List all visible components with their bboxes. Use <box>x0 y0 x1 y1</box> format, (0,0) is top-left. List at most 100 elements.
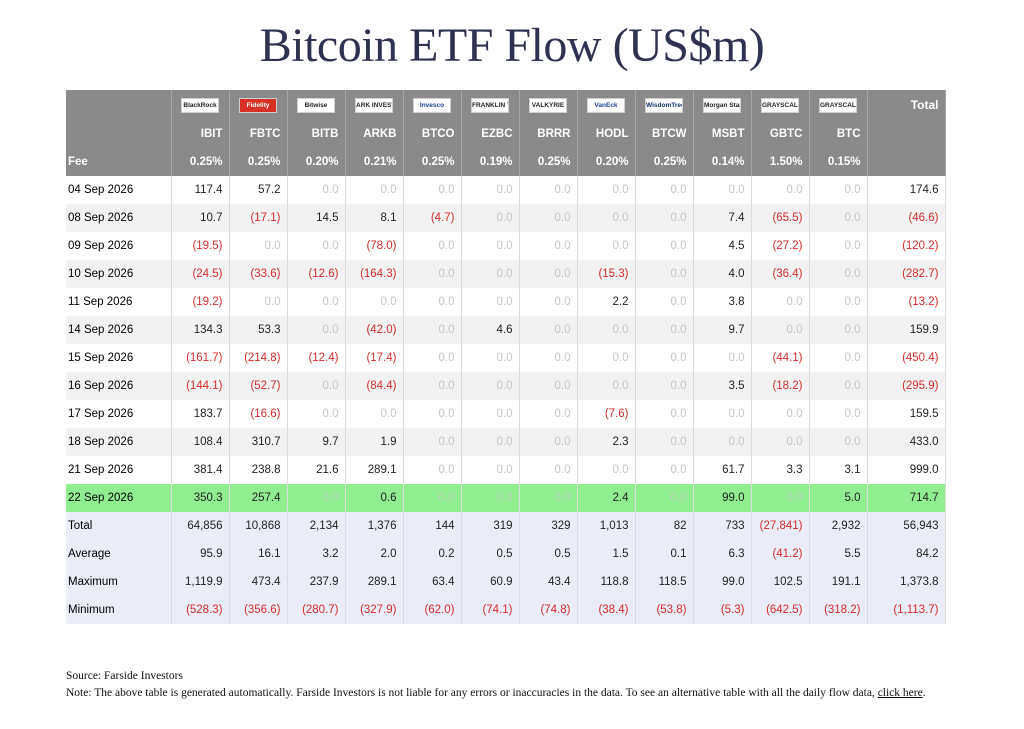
flow-value: 0.0 <box>519 204 578 232</box>
ticker-header: BTC <box>809 120 868 148</box>
flow-value: 0.0 <box>809 428 868 456</box>
flow-value: 0.0 <box>403 176 462 204</box>
flow-value: 0.0 <box>403 456 462 484</box>
flow-value: 7.4 <box>693 204 752 232</box>
flow-value: 9.7 <box>287 428 346 456</box>
ticker-header: EZBC <box>461 120 520 148</box>
summary-row: Minimum (528.3) (356.6) (280.7) (327.9) (62.0… <box>66 596 946 624</box>
flow-value: 0.0 <box>693 400 752 428</box>
flow-value: 0.0 <box>519 372 578 400</box>
fee-value: 1.50% <box>751 148 810 176</box>
flow-value: 0.0 <box>519 316 578 344</box>
flow-value: (24.5) <box>171 260 230 288</box>
flow-value: 0.0 <box>403 400 462 428</box>
table-row: 18 Sep 2026 108.4 310.7 9.7 1.9 0.0 0.0 0.0 2.3 0… <box>66 428 946 456</box>
flow-value: 0.0 <box>635 344 694 372</box>
row-total: (120.2) <box>867 232 946 260</box>
valkyrie-logo: VALKYRIE <box>529 97 567 113</box>
flow-value: 0.0 <box>519 260 578 288</box>
summary-row: Maximum 1,119.9 473.4 237.9 289.1 63.4 60.9 43.… <box>66 568 946 596</box>
ticker-header: FBTC <box>229 120 288 148</box>
row-date: 14 Sep 2026 <box>66 316 172 344</box>
flow-value: 0.0 <box>635 316 694 344</box>
fee-value: 0.20% <box>577 148 636 176</box>
click-here-link[interactable]: click here <box>877 687 923 699</box>
disclaimer-note: Note: The above table is generated autom… <box>66 687 926 699</box>
summary-value: 733 <box>693 512 752 540</box>
flow-value: 0.0 <box>577 232 636 260</box>
flow-value: (12.4) <box>287 344 346 372</box>
flow-value: 0.0 <box>287 484 346 512</box>
table-row: 16 Sep 2026 (144.1) (52.7) 0.0 (84.4) 0.0 0.0 0… <box>66 372 946 400</box>
summary-value: 2,932 <box>809 512 868 540</box>
flow-value: 0.0 <box>403 428 462 456</box>
flow-value: (44.1) <box>751 344 810 372</box>
flow-value: 0.0 <box>461 232 520 260</box>
flow-value: 0.0 <box>519 400 578 428</box>
summary-value: (280.7) <box>287 596 346 624</box>
ticker-header: HODL <box>577 120 636 148</box>
flow-value: 0.0 <box>809 288 868 316</box>
issuer-logo-cell: ARK INVEST <box>345 90 404 120</box>
summary-value: 10,868 <box>229 512 288 540</box>
summary-value: 0.5 <box>461 540 520 568</box>
fee-value: 0.20% <box>287 148 346 176</box>
summary-label: Minimum <box>66 596 172 624</box>
flow-value: 0.0 <box>345 288 404 316</box>
flow-value: 108.4 <box>171 428 230 456</box>
flow-value: (214.8) <box>229 344 288 372</box>
flow-value: 0.0 <box>287 372 346 400</box>
flow-value: 0.0 <box>519 176 578 204</box>
summary-value: 144 <box>403 512 462 540</box>
summary-value: (327.9) <box>345 596 404 624</box>
table-row: 14 Sep 2026 134.3 53.3 0.0 (42.0) 0.0 4.6 0.0 0.… <box>66 316 946 344</box>
flow-value: 0.0 <box>403 484 462 512</box>
summary-value: 102.5 <box>751 568 810 596</box>
issuer-logo-cell: Fidelity <box>229 90 288 120</box>
flow-value: 0.0 <box>635 372 694 400</box>
summary-value: 1,119.9 <box>171 568 230 596</box>
issuer-logo-cell: WisdomTree <box>635 90 694 120</box>
flow-value: 0.0 <box>519 428 578 456</box>
ticker-header: GBTC <box>751 120 810 148</box>
row-date: 09 Sep 2026 <box>66 232 172 260</box>
table-row: 17 Sep 2026 183.7 (16.6) 0.0 0.0 0.0 0.0 0.0 (7.… <box>66 400 946 428</box>
summary-total: 1,373.8 <box>867 568 946 596</box>
issuer-logo-cell: Morgan Stanley <box>693 90 752 120</box>
summary-value: 118.5 <box>635 568 694 596</box>
flow-value: 4.6 <box>461 316 520 344</box>
fee-value: 0.25% <box>403 148 462 176</box>
flow-value: 0.0 <box>229 288 288 316</box>
summary-label: Maximum <box>66 568 172 596</box>
flow-value: (33.6) <box>229 260 288 288</box>
summary-value: (27,841) <box>751 512 810 540</box>
flow-value: 0.0 <box>809 232 868 260</box>
fee-value: 0.25% <box>519 148 578 176</box>
flow-value: 2.3 <box>577 428 636 456</box>
summary-value: 0.2 <box>403 540 462 568</box>
flow-value: 0.0 <box>577 372 636 400</box>
flow-value: 0.0 <box>461 484 520 512</box>
summary-value: 95.9 <box>171 540 230 568</box>
flow-value: 0.0 <box>519 288 578 316</box>
issuer-logo-row: BlackRock Fidelity Bitwise ARK INVEST Invesc… <box>66 90 946 120</box>
fee-value: 0.25% <box>171 148 230 176</box>
flow-value: 4.5 <box>693 232 752 260</box>
issuer-logo-cell: FRANKLIN TEMPLETON <box>461 90 520 120</box>
ticker-header: BITB <box>287 120 346 148</box>
flow-value: 0.0 <box>519 456 578 484</box>
footer: Source: Farside Investors Note: The abov… <box>66 668 946 702</box>
flow-value: 2.4 <box>577 484 636 512</box>
flow-value: 257.4 <box>229 484 288 512</box>
ticker-header: MSBT <box>693 120 752 148</box>
flow-value: 0.0 <box>635 204 694 232</box>
flow-value: 0.0 <box>635 484 694 512</box>
flow-value: 381.4 <box>171 456 230 484</box>
flow-value: 0.0 <box>519 484 578 512</box>
summary-value: 6.3 <box>693 540 752 568</box>
table-row: 11 Sep 2026 (19.2) 0.0 0.0 0.0 0.0 0.0 0.0 2.2 0.… <box>66 288 946 316</box>
franklin-templeton-logo: FRANKLIN TEMPLETON <box>471 97 509 113</box>
flow-value: 0.0 <box>809 372 868 400</box>
flow-value: 0.0 <box>577 204 636 232</box>
flow-value: 0.0 <box>461 288 520 316</box>
